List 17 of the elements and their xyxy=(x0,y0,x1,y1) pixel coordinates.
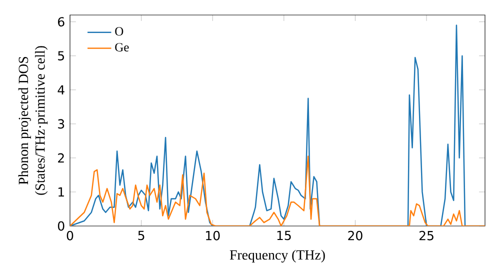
y-tick-label: 5 xyxy=(58,51,64,60)
y-tick-label: 2 xyxy=(58,153,64,163)
x-tick-label: 10 xyxy=(206,230,220,240)
x-tick-label: 25 xyxy=(419,230,434,240)
y-tick-label: 6 xyxy=(58,17,64,27)
x-tick-label: 20 xyxy=(348,230,362,240)
x-tick-label: 15 xyxy=(277,230,291,240)
y-tick-label: 3 xyxy=(58,119,64,129)
x-axis-title: Frequency (THz) xyxy=(230,250,325,263)
y-tick-label: 1 xyxy=(58,187,64,196)
y-tick-label: 0 xyxy=(58,221,64,231)
y-axis-title: Phonon projected DOS (States/THz·primitive cell) xyxy=(18,46,48,195)
legend-label: Ge xyxy=(115,43,129,52)
y-tick-label: 4 xyxy=(58,85,64,94)
legend-label: O xyxy=(115,27,124,36)
x-tick-label: 5 xyxy=(138,230,144,240)
x-tick-label: 0 xyxy=(66,230,74,240)
